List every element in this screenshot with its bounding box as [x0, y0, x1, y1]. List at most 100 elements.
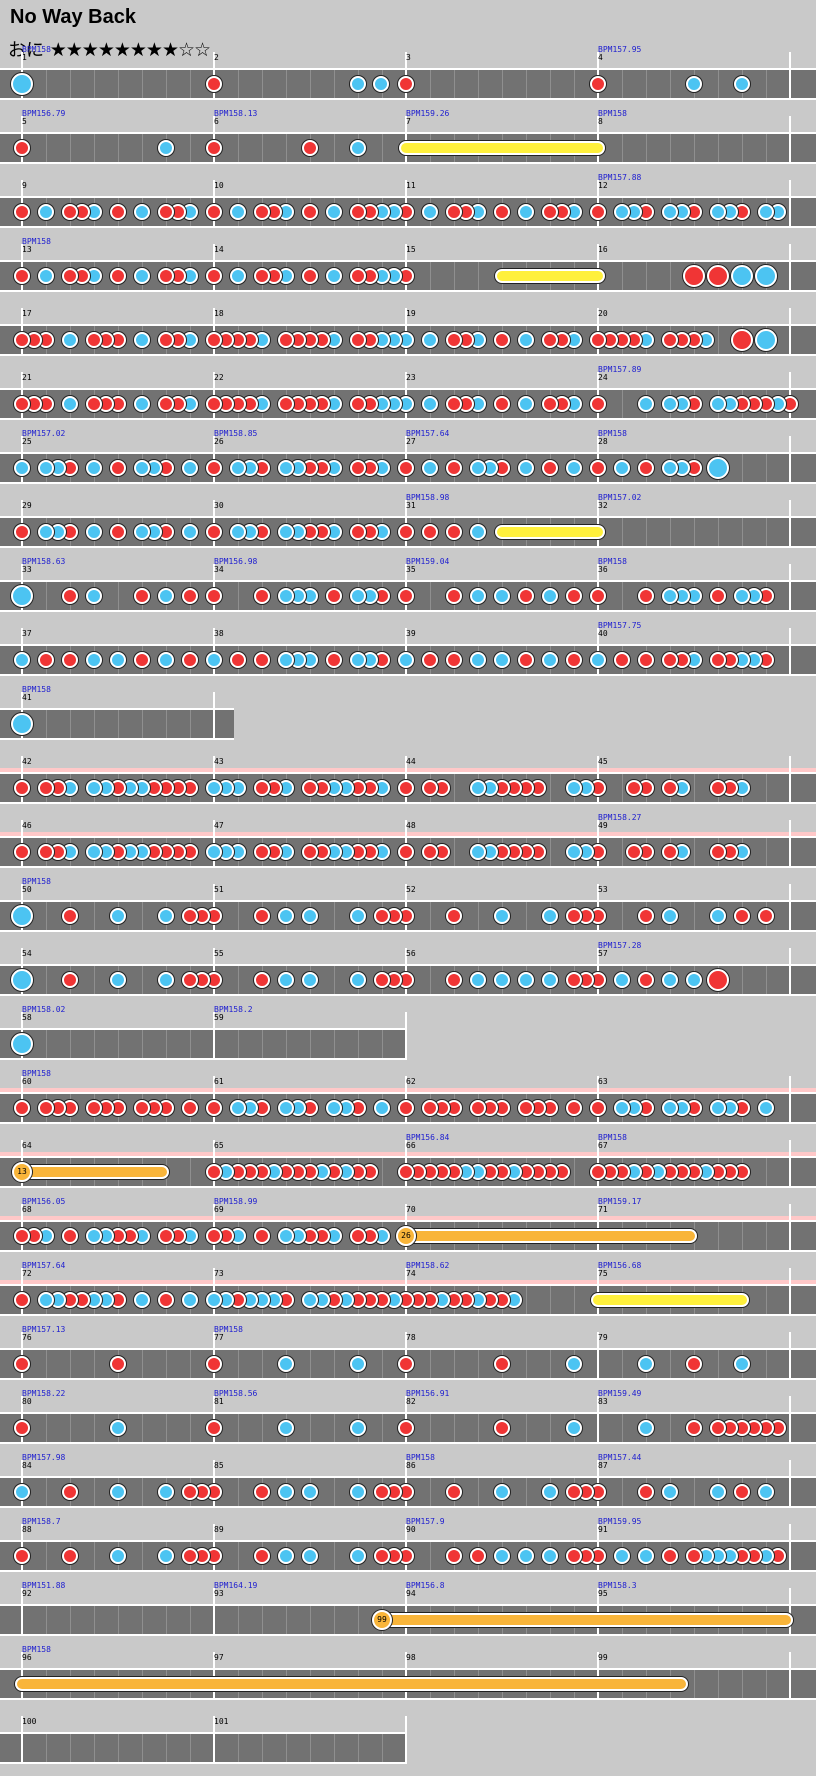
beat-tick — [646, 518, 647, 546]
don-note — [446, 972, 462, 988]
ka-note — [302, 972, 318, 988]
don-note — [254, 652, 270, 668]
beat-tick — [334, 1414, 335, 1442]
bar-line — [789, 1652, 791, 1700]
ka-note — [38, 204, 54, 220]
bar-number: 56 — [406, 949, 416, 958]
ka-note — [350, 1356, 366, 1372]
beat-tick — [190, 1414, 191, 1442]
beat-tick — [118, 70, 119, 98]
beat-tick — [166, 710, 167, 738]
beat-tick — [670, 70, 671, 98]
bar-line — [405, 116, 407, 164]
bar-line — [789, 756, 791, 804]
beat-tick — [430, 1414, 431, 1442]
ka-note — [326, 204, 342, 220]
bpm-marker: BPM159.26 — [406, 109, 450, 118]
ka-note — [278, 1356, 294, 1372]
don-note — [638, 1484, 654, 1500]
ka-note — [14, 1484, 30, 1500]
don-note — [422, 844, 438, 860]
beat-tick — [94, 1350, 95, 1378]
chart-row: 21 22 23 24 BPM157.89 — [0, 366, 816, 420]
bar-number: 16 — [598, 245, 608, 254]
bpm-marker: BPM158 — [598, 429, 627, 438]
ka-note — [86, 588, 102, 604]
beat-tick — [166, 70, 167, 98]
bar-line — [597, 1332, 599, 1380]
ka-note — [278, 1228, 294, 1244]
don-note — [398, 524, 414, 540]
ka-note — [302, 1548, 318, 1564]
bar-number: 10 — [214, 181, 224, 190]
ka-note — [158, 908, 174, 924]
ka-note — [662, 908, 678, 924]
chart-row: 68 BPM156.05 69 BPM158.99 70 71 BPM159.17 26 — [0, 1198, 816, 1252]
don-note — [710, 588, 726, 604]
bar-number: 41 — [22, 693, 32, 702]
beat-tick — [382, 1030, 383, 1058]
bar-number: 36 — [598, 565, 608, 574]
ka-note — [710, 1484, 726, 1500]
beat-tick — [46, 710, 47, 738]
drumroll-note — [15, 1677, 688, 1691]
don-note — [662, 332, 678, 348]
beat-tick — [238, 582, 239, 610]
ka-note — [158, 1548, 174, 1564]
beat-tick — [766, 70, 767, 98]
ka-note — [542, 652, 558, 668]
big-ka-note — [707, 457, 729, 479]
beat-tick — [262, 70, 263, 98]
big-ka-note — [11, 905, 33, 927]
beat-tick — [550, 70, 551, 98]
beat-tick — [766, 134, 767, 162]
beat-tick — [622, 390, 623, 418]
balloon-note: 26 — [396, 1226, 416, 1246]
ka-note — [182, 460, 198, 476]
beat-tick — [46, 966, 47, 994]
don-note — [566, 1484, 582, 1500]
bar-line — [597, 500, 599, 548]
beat-tick — [574, 1158, 575, 1186]
don-note — [686, 1420, 702, 1436]
ka-note — [662, 460, 678, 476]
bar-number: 8 — [598, 117, 603, 126]
don-note — [14, 1100, 30, 1116]
ka-note — [86, 460, 102, 476]
don-note — [254, 1548, 270, 1564]
beat-tick — [718, 1222, 719, 1250]
bar-number: 75 — [598, 1269, 608, 1278]
bar-line — [789, 500, 791, 548]
don-note — [62, 972, 78, 988]
ka-note — [230, 524, 246, 540]
don-note — [158, 332, 174, 348]
bar-number: 31 — [406, 501, 416, 510]
ka-note — [278, 524, 294, 540]
bpm-marker: BPM157.02 — [22, 429, 66, 438]
beat-tick — [46, 582, 47, 610]
beat-tick — [670, 134, 671, 162]
beat-tick — [622, 518, 623, 546]
ka-note — [134, 396, 150, 412]
bar-number: 20 — [598, 309, 608, 318]
bpm-marker: BPM164.19 — [214, 1581, 258, 1590]
beat-tick — [766, 1286, 767, 1314]
chart-row: 72 BPM157.64 73 74 BPM158.62 75 BPM156.68 — [0, 1262, 816, 1316]
beat-tick — [142, 70, 143, 98]
bar-line — [597, 116, 599, 164]
beat-tick — [190, 1030, 191, 1058]
bar-number: 22 — [214, 373, 224, 382]
bar-number: 86 — [406, 1461, 416, 1470]
don-note — [590, 332, 606, 348]
bpm-marker: BPM157.88 — [598, 173, 642, 182]
don-note — [110, 460, 126, 476]
bar-number: 73 — [214, 1269, 224, 1278]
don-note — [86, 1100, 102, 1116]
don-note — [206, 588, 222, 604]
beat-tick — [742, 966, 743, 994]
ka-note — [158, 588, 174, 604]
ka-note — [710, 396, 726, 412]
bpm-marker: BPM158.27 — [598, 813, 642, 822]
bar-line — [789, 948, 791, 996]
beat-tick — [382, 134, 383, 162]
